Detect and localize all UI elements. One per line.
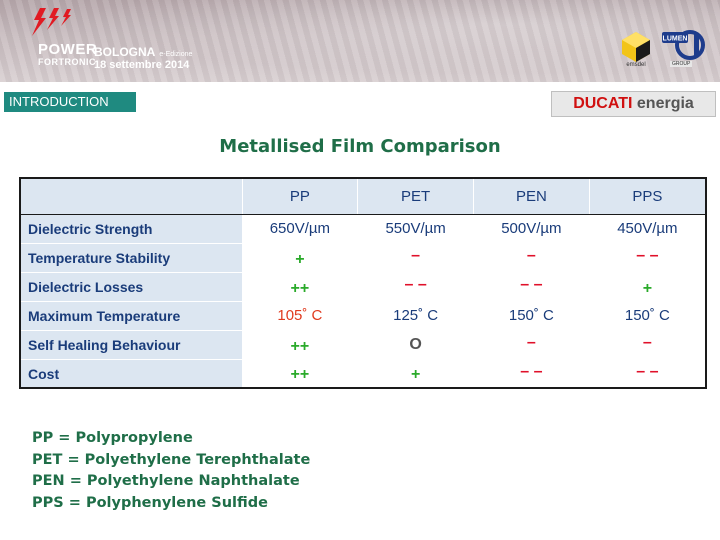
lumen-circle-icon: LUMEN [662,30,705,60]
rating-cell: O [357,329,474,360]
column-header-pp: PP [241,177,359,215]
event-city: BOLOGNA e-Edizione [94,45,192,59]
table-row: Dielectric Losses ++ – – – – + [19,271,707,302]
company-suffix: energia [636,95,694,112]
row-label: Self Healing Behaviour [19,329,243,360]
logo-power-text: POWER [38,41,98,58]
sponsor-logo-lumen: LUMEN GROUP [660,30,708,70]
slide-title: Metallised Film Comparison [219,136,501,157]
abbreviation-item: PPS = Polyphenylene Sulfide [32,494,268,511]
abbreviation-item: PEN = Polyethylene Naphthalate [32,473,300,489]
column-header-pen: PEN [473,177,590,215]
table-cell: 150˚ C [473,300,590,331]
comparison-table: PP PET PEN PPS Dielectric Strength 650V/… [19,177,707,389]
event-city-name: BOLOGNA [94,45,156,59]
table-corner-cell [19,177,243,215]
table-header-row: PP PET PEN PPS [19,177,707,215]
event-info: BOLOGNA e-Edizione 18 settembre 2014 [94,45,192,73]
rating-cell: – – [473,358,590,389]
column-header-pps: PPS [588,177,707,215]
table-cell: 150˚ C [588,300,707,331]
sponsor-b-logo-text: LUMEN [663,36,688,43]
table-row: Cost ++ + – – – – [19,358,707,389]
rating-cell: ++ [241,329,359,360]
rating-cell: + [241,242,359,273]
table-cell: 500V/µm [473,213,590,244]
column-header-pet: PET [357,177,474,215]
sponsor-a-name: emsdel [626,62,646,68]
sponsor-b-sub: GROUP [670,61,693,67]
rating-cell: – [473,329,590,360]
company-logo: DUCATI energia [551,91,716,117]
rating-cell: – – [588,358,707,389]
abbreviation-item: PP = Polypropylene [32,430,193,446]
row-label: Maximum Temperature [19,300,243,331]
table-row: Self Healing Behaviour ++ O – – [19,329,707,360]
event-edition: e-Edizione [159,51,193,58]
rating-cell: – – [357,271,474,302]
sponsor-logo-emsdel: emsdel [616,30,656,70]
table-row: Temperature Stability + – – – – [19,242,707,273]
table-cell: 650V/µm [241,213,359,244]
banner-texture [0,0,720,82]
logo-fortronic-text: FORTRONIC [38,57,96,67]
rating-cell: – – [473,271,590,302]
row-label: Temperature Stability [19,242,243,273]
table-cell: 125˚ C [357,300,474,331]
table-row: Maximum Temperature 105˚ C 125˚ C 150˚ C… [19,300,707,331]
rating-cell: + [588,271,707,302]
table-cell: 105˚ C [241,300,359,331]
rating-cell: – [588,329,707,360]
rating-cell: + [357,358,474,389]
row-label: Dielectric Strength [19,213,243,244]
table-row: Dielectric Strength 650V/µm 550V/µm 500V… [19,213,707,244]
row-label: Dielectric Losses [19,271,243,302]
hexagon-cube-icon [622,32,650,62]
lightning-bolts-icon [32,8,71,36]
abbreviation-list: PP = Polypropylene PET = Polyethylene Te… [32,428,310,514]
rating-cell: – – [588,242,707,273]
rating-cell: ++ [241,271,359,302]
power-fortronic-logo: POWER FORTRONIC [38,42,97,67]
header-banner: POWER FORTRONIC BOLOGNA e-Edizione 18 set… [0,0,720,82]
table-cell: 550V/µm [357,213,474,244]
company-brand: DUCATI [573,95,633,112]
rating-cell: ++ [241,358,359,389]
event-date: 18 settembre 2014 [94,59,190,72]
rating-cell: – [473,242,590,273]
section-tag: INTRODUCTION [4,92,136,112]
row-label: Cost [19,358,243,389]
rating-cell: – [357,242,474,273]
table-cell: 450V/µm [588,213,707,244]
abbreviation-item: PET = Polyethylene Terephthalate [32,451,311,468]
